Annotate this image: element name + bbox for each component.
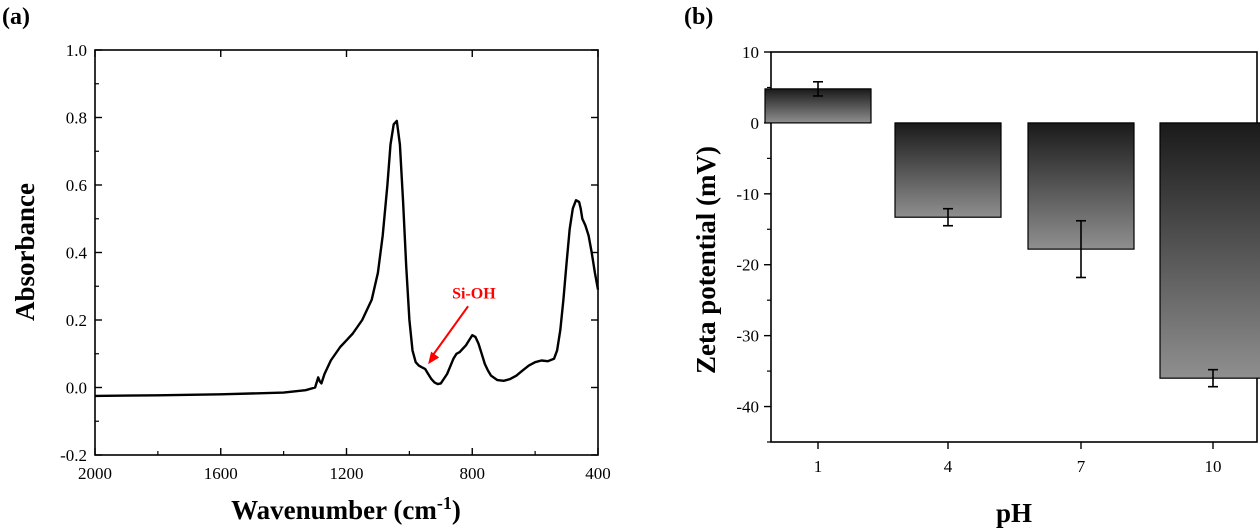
- panel-b-zeta-chart: (b) 10 0 -10 -20 -30 -40 1 4 7 10 Zeta potential…: [684, 4, 1260, 528]
- bar-ph-4: [894, 122, 1002, 218]
- si-oh-arrow: [431, 305, 469, 357]
- ftir-spectrum-line: [94, 119, 600, 398]
- x-tick-label: 4: [944, 457, 953, 476]
- y-tick-label: 1.0: [66, 41, 87, 60]
- panel-a-x-axis-title: Wavenumber (cm-1): [231, 493, 461, 525]
- panel-b-x-ticks: 1 4 7 10: [814, 442, 1222, 476]
- panel-b-y-ticks: 10 0 -10 -20 -30 -40: [736, 43, 771, 443]
- x-title-end: ): [452, 495, 461, 525]
- panel-a-label: (a): [2, 4, 30, 30]
- y-tick-label: -30: [736, 327, 759, 346]
- bar-ph-10: [1159, 122, 1260, 379]
- panel-b-label: (b): [684, 4, 713, 30]
- panel-b-bars: [764, 80, 1260, 388]
- si-oh-annotation: Si-OH: [452, 285, 496, 302]
- panel-b-x-axis-title: pH: [996, 498, 1032, 528]
- x-tick-label: 10: [1205, 457, 1222, 476]
- y-tick-label: 0.4: [66, 244, 88, 263]
- x-title-superscript: -1: [437, 493, 452, 513]
- y-tick-label: -20: [736, 256, 759, 275]
- x-tick-label: 400: [585, 464, 611, 483]
- y-tick-label: -10: [736, 185, 759, 204]
- panel-a-y-ticks: -0.2 0.0 0.2 0.4 0.6 0.8 1.0: [60, 41, 598, 465]
- y-tick-label: 0.8: [66, 109, 87, 128]
- panel-a-ftir-chart: (a) -0.2 0.0 0.2 0.4 0.6 0.8 1.0 2000 1600 1200 8…: [2, 4, 611, 525]
- x-title-main: Wavenumber (cm: [231, 495, 437, 525]
- y-tick-label: 0: [751, 114, 760, 133]
- x-tick-label: 7: [1077, 457, 1086, 476]
- y-tick-label: 0.0: [66, 379, 87, 398]
- x-tick-label: 2000: [78, 464, 112, 483]
- panel-a-x-ticks: 2000 1600 1200 800 400: [78, 50, 611, 483]
- panel-a-y-axis-title: Absorbance: [10, 183, 40, 321]
- x-tick-label: 800: [460, 464, 486, 483]
- y-tick-label: -40: [736, 398, 759, 417]
- y-tick-label: 0.2: [66, 311, 87, 330]
- y-tick-label: 0.6: [66, 176, 87, 195]
- si-oh-arrowhead: [428, 351, 440, 365]
- panel-b-y-axis-title: Zeta potential (mV): [691, 146, 721, 374]
- y-tick-label: -0.2: [60, 446, 87, 465]
- x-tick-label: 1600: [204, 464, 238, 483]
- x-tick-label: 1: [814, 457, 823, 476]
- y-tick-label: 10: [742, 43, 759, 62]
- x-tick-label: 1200: [330, 464, 364, 483]
